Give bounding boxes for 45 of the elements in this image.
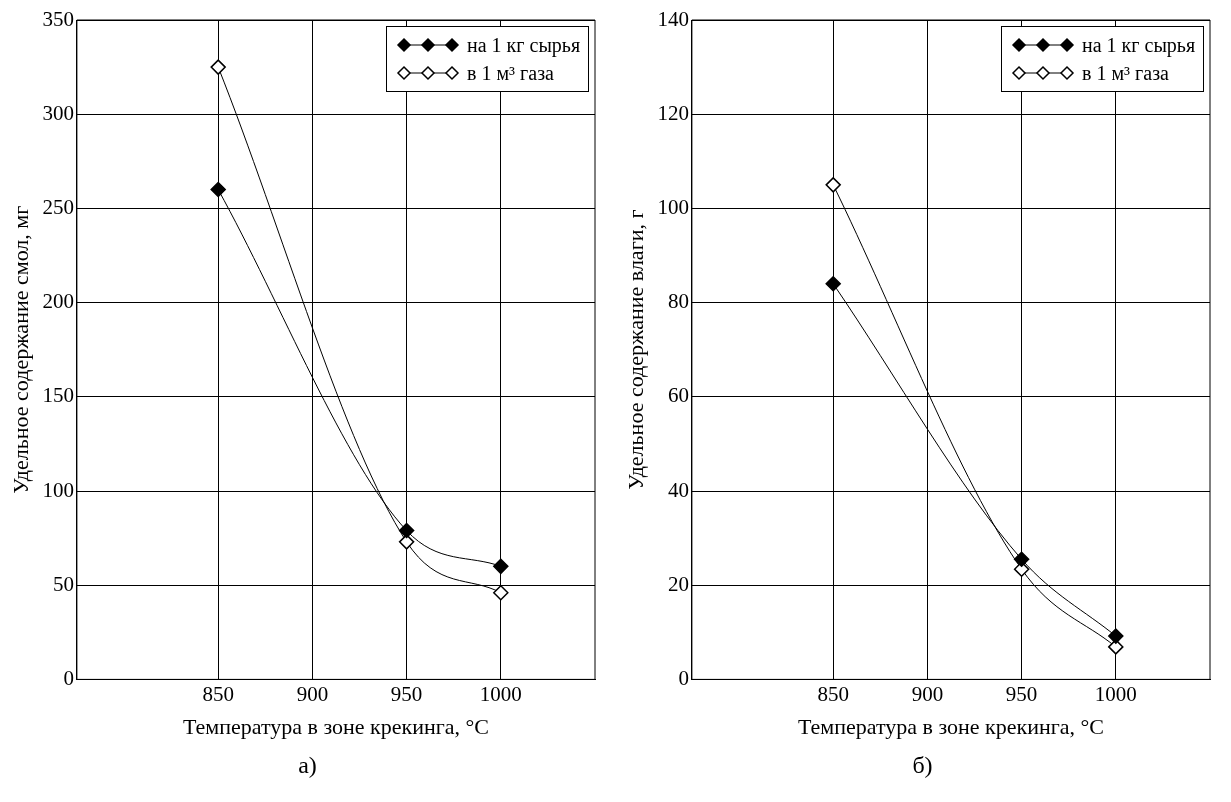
y-tick-label: 0 — [63, 665, 74, 690]
legend-label: в 1 м³ газа — [1082, 61, 1169, 85]
x-tick-label: 1000 — [1094, 681, 1137, 706]
y-tick-label: 200 — [42, 289, 74, 314]
y-tick-label: 350 — [42, 6, 74, 31]
y-tick-label: 150 — [42, 383, 74, 408]
point — [825, 276, 841, 292]
point — [210, 181, 226, 198]
legend-label: в 1 м³ газа — [467, 61, 554, 85]
x-tick-label: 950 — [390, 681, 423, 706]
point — [1108, 628, 1124, 644]
y-axis-title: Удельное содержание смол, мг — [7, 205, 33, 494]
y-tick-label: 50 — [52, 571, 74, 596]
y-tick-label: 40 — [667, 477, 689, 502]
point — [493, 558, 509, 575]
text: б) — [911, 752, 934, 779]
point — [825, 177, 841, 193]
y-tick-label: 300 — [42, 100, 74, 125]
point — [398, 534, 415, 550]
x-axis-title: Температура в зоне крекинга, °C — [182, 713, 489, 739]
legend-label: на 1 кг сырья — [467, 33, 581, 57]
point — [493, 584, 509, 601]
text: а) — [297, 752, 318, 779]
point — [1013, 551, 1030, 568]
y-tick-label: 0 — [678, 665, 689, 690]
point — [1108, 639, 1124, 655]
y-tick-label: 250 — [42, 194, 74, 219]
x-tick-label: 1000 — [479, 681, 522, 706]
x-tick-label: 950 — [1005, 681, 1038, 706]
x-tick-label: 850 — [817, 681, 849, 706]
y-tick-label: 100 — [657, 194, 689, 219]
x-tick-label: 900 — [296, 681, 329, 706]
legend-label: на 1 кг сырья — [1082, 33, 1196, 57]
x-tick-label: 850 — [202, 681, 234, 706]
y-tick-label: 140 — [657, 6, 689, 31]
y-tick-label: 60 — [667, 383, 689, 408]
y-axis-title: Удельное содержание влаги, г — [622, 209, 648, 490]
y-tick-label: 20 — [667, 571, 689, 596]
point — [398, 522, 415, 539]
point — [210, 59, 226, 75]
y-tick-label: 80 — [667, 289, 689, 314]
x-tick-label: 900 — [911, 681, 944, 706]
y-tick-label: 100 — [42, 477, 74, 502]
x-axis-title: Температура в зоне крекинга, °C — [797, 713, 1104, 739]
y-tick-label: 120 — [657, 100, 689, 125]
